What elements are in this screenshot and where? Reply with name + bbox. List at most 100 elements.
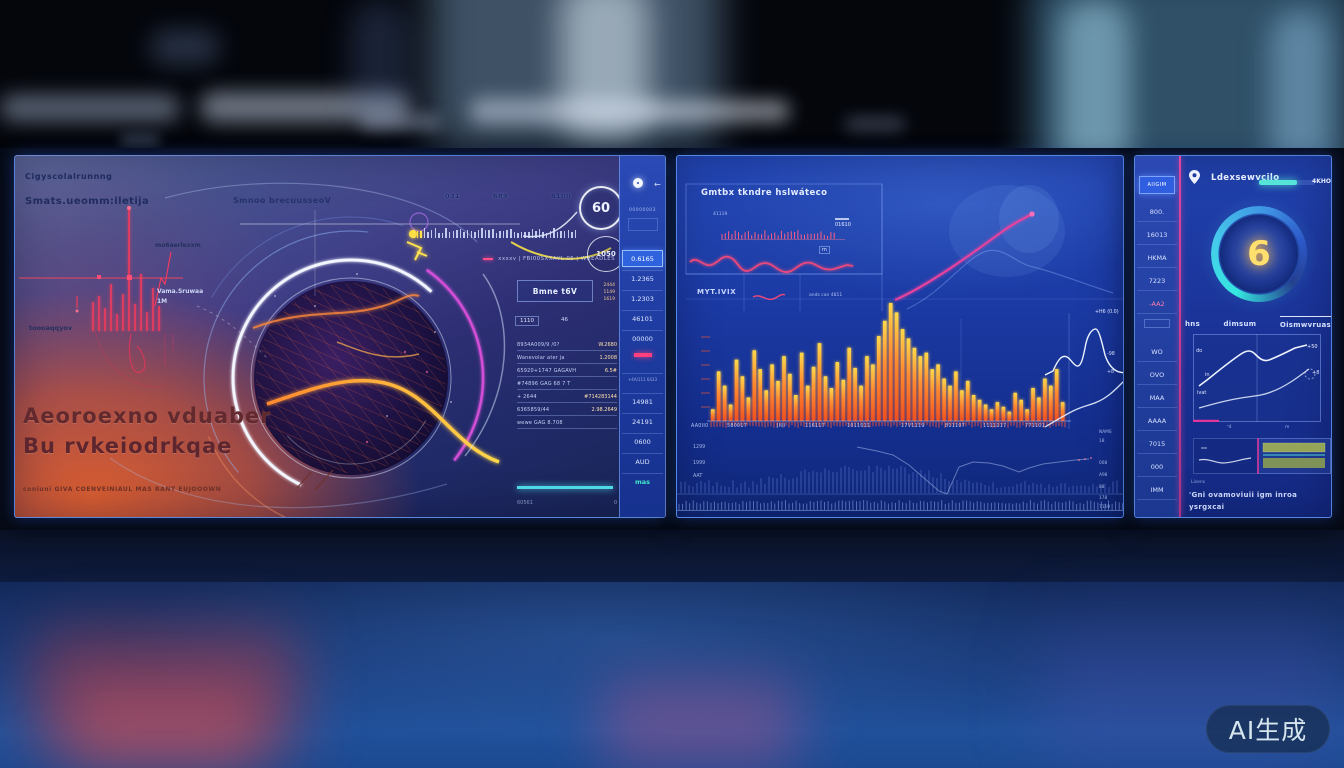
bg-glow [360, 115, 440, 129]
pink-dash-icon [483, 257, 494, 260]
right-rail-item[interactable]: 000 [1137, 457, 1177, 477]
progress-label: 4KHO [1312, 178, 1331, 185]
tick-mark [495, 232, 498, 238]
ticker-text: xxxxv | FBI00SXXAVL.05 | WHEADLES [498, 256, 615, 262]
left-rail-item[interactable]: 1.2365 [622, 270, 663, 287]
tick-mark [506, 230, 508, 238]
gauge-value: 6 [1247, 234, 1271, 274]
right-rail-item[interactable]: OVO [1137, 365, 1177, 385]
tick-mark [574, 229, 577, 238]
detail-row-list: 8934A009/9 /0? W.2680 Wanevolar ater ja 1.2… [517, 338, 617, 429]
detail-footer-left: 60561 [517, 500, 533, 506]
left-rail-item[interactable]: 1.2303 [622, 290, 663, 307]
tab-bar: hns dimsum Oismwvruas [1185, 316, 1331, 329]
tick-mark [499, 231, 501, 238]
right-rail-item[interactable] [1137, 319, 1177, 339]
tick-mark [456, 229, 458, 238]
tick-mark [438, 232, 440, 238]
trend-label-a: do [1196, 348, 1203, 354]
right-rail-item[interactable]: -AA2 [1137, 294, 1177, 314]
tick-mark [513, 231, 516, 238]
bg-glow [120, 135, 160, 145]
left-rail-item[interactable] [622, 353, 663, 370]
detail-row-value: 6.5# [604, 367, 617, 374]
axis-right-label: A98 [1099, 473, 1108, 478]
tick-mark [535, 231, 537, 238]
trend-foot-b: m [1285, 425, 1290, 430]
right-rail-item[interactable]: 800. [1137, 202, 1177, 222]
detail-row-label: 8934A009/9 /0? [517, 341, 560, 348]
right-rail-item[interactable]: HKMA [1137, 248, 1177, 268]
left-rail-item[interactable]: 0600 [622, 433, 663, 450]
tick-mark [463, 232, 465, 238]
axis-x-label: 811107 [945, 424, 966, 429]
detail-side-value: 1619 [603, 297, 615, 302]
middle-chart-title: Gmtbx tkndre hslwáteco [701, 188, 828, 198]
tab-Oismwvruas[interactable]: Oismwvruas [1279, 316, 1331, 329]
detail-row-value: W.2680 [598, 341, 617, 348]
left-rail-item[interactable]: 0.6165 [622, 250, 663, 267]
tick-mark [484, 230, 487, 238]
split-chart-box [1193, 438, 1331, 474]
caption-line1: 'Gni ovamoviuii igm inroa [1189, 491, 1298, 499]
left-dashboard-panel: Cigyscolalrunnng Smats.ueomm:iletija Smn… [14, 155, 666, 518]
caption-line2: ysrgxcai [1189, 503, 1225, 511]
tab-hns[interactable]: hns [1185, 320, 1201, 328]
right-panel-main: Ldexsewvcilo 4KHO 6 hns dimsum Oismwvruas … [1181, 156, 1331, 517]
tick-mark [556, 232, 559, 238]
tick-mark [477, 230, 480, 238]
left-rail-item[interactable]: AUD [622, 453, 663, 470]
mini-legend: 01610 [835, 218, 851, 228]
axis-x-label: 17V1119 [901, 424, 925, 429]
right-rail-item[interactable]: IMM [1137, 480, 1177, 500]
location-pin-icon [1189, 170, 1200, 184]
right-rail-item[interactable]: 16013 [1137, 225, 1177, 245]
bg-glow [640, 100, 790, 122]
bg-glow [845, 118, 905, 130]
rail-serial: 00000003 [629, 208, 656, 213]
right-rail-item[interactable]: 7015 [1137, 434, 1177, 454]
left-rail-item[interactable]: 24191 [622, 413, 663, 430]
right-chart-label-mid: -98 [1107, 352, 1115, 357]
right-rail-item[interactable]: AAAA [1137, 411, 1177, 431]
detail-corner-value: 1110 [515, 316, 539, 326]
gauge-center: 6 [1220, 215, 1298, 293]
tab-dimsum[interactable]: dimsum [1223, 320, 1257, 328]
rail-action-button[interactable]: AIIGIM [1139, 176, 1175, 194]
ai-generated-watermark: AI生成 [1206, 705, 1330, 753]
tick-mark [420, 230, 422, 238]
tick-mark [445, 228, 447, 238]
detail-row: + 2644 #714283144 [517, 390, 617, 403]
right-rail-item-list: 800. 16013 HKMA 7223 -AA2 WO OVO MAA AAAA 7015 000… [1137, 202, 1177, 503]
tick-mark [474, 231, 476, 238]
left-rail-item[interactable]: 46101 [622, 310, 663, 327]
detail-row-label: + 2644 [517, 393, 537, 400]
bg-low-band [0, 530, 1344, 582]
left-rail-item[interactable]: +4A/111 6433 [622, 373, 663, 390]
tick-mark [430, 230, 433, 238]
trend-label-b: in [1205, 372, 1210, 378]
mini-axis-label: MYT.IVIX [697, 288, 737, 296]
caption-small: Lisens [1191, 480, 1206, 485]
left-rail-item[interactable]: mas [622, 473, 663, 490]
radar-badge-secondary: 1050 [587, 236, 625, 272]
detail-side-values: 2444 1149 1619 [599, 282, 615, 303]
tick-mark [441, 232, 444, 238]
detail-row: wewe GAG 8.708 [517, 416, 617, 429]
banner-line2: Bu rvkeiodrkqae [23, 434, 233, 458]
axis-right-label: 178 [1099, 496, 1108, 501]
middle-chart-panel: Gmtbx tkndre hslwáteco 41119 01610 MYT.I… [676, 155, 1124, 518]
radar-ticker-caption: xxxxv | FBI00SXXAVL.05 | WHEADLES [315, 256, 615, 262]
pink-bar-indicator [633, 353, 652, 357]
detail-row-value: #714283144 [584, 393, 617, 400]
bg-glow [0, 95, 180, 121]
axis-x-label: 580017 [727, 424, 748, 429]
left-rail-item[interactable]: 14981 [622, 393, 663, 410]
right-rail-item[interactable]: 7223 [1137, 271, 1177, 291]
right-rail-item[interactable]: WO [1137, 342, 1177, 362]
left-rail-item[interactable]: 00000 [622, 330, 663, 347]
trend-chart-box [1193, 334, 1321, 422]
detail-row-value: 2.98.2649 [591, 406, 617, 413]
mini-row-legend: ands can 4811 [809, 293, 843, 298]
right-rail-item[interactable]: MAA [1137, 388, 1177, 408]
